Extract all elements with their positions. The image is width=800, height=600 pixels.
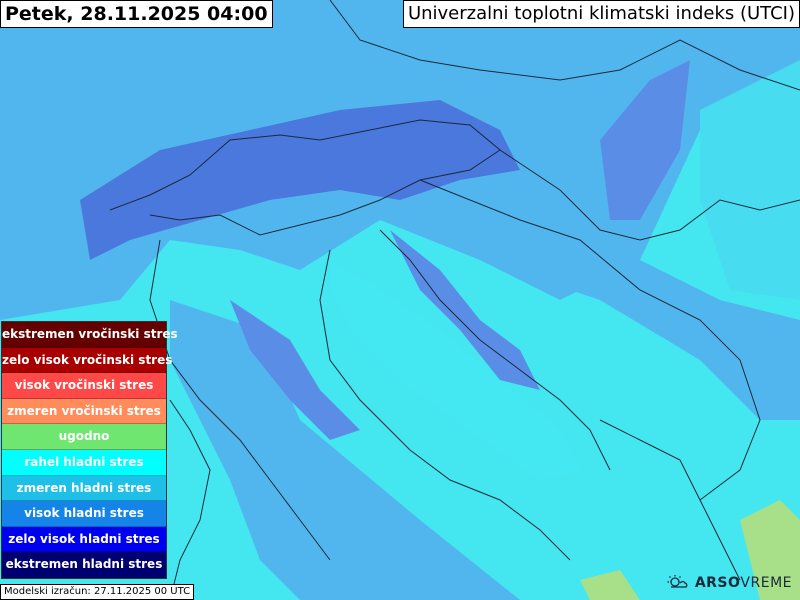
zone-adriatic <box>330 260 580 480</box>
zone-zmeren-italy <box>170 300 520 600</box>
legend-item: zmeren hladni stres <box>2 475 166 502</box>
legend: ekstremen vročinski stres zelo visok vro… <box>1 321 178 579</box>
legend-item: zelo visok vročinski stres <box>2 347 172 374</box>
logo-light: VREME <box>740 575 792 591</box>
model-run-label: Modelski izračun: 27.11.2025 00 UTC <box>0 584 195 600</box>
legend-item: visok hladni stres <box>2 501 166 527</box>
borders <box>109 0 800 600</box>
zone-visok-hungary <box>600 60 690 220</box>
forecast-date: Petek, 28.11.2025 04:00 <box>0 0 273 28</box>
index-title: Univerzalni toplotni klimatski indeks (U… <box>402 0 800 28</box>
zone-visok-dinaric <box>390 230 540 390</box>
zone-visok-apennines <box>230 300 360 440</box>
legend-item: ekstremen hladni stres <box>2 552 166 578</box>
legend-item: zmeren vročinski stres <box>2 398 166 425</box>
legend-item: zelo visok hladni stres <box>2 526 166 553</box>
legend-item: rahel hladni stres <box>2 449 166 476</box>
legend-item: visok vročinski stres <box>2 373 166 399</box>
sun-cloud-icon <box>667 575 688 588</box>
green-patches <box>580 500 800 600</box>
zone-rahel-east <box>700 60 800 300</box>
legend-item: ekstremen vročinski stres <box>2 322 178 348</box>
legend-item: ugodno <box>2 424 166 450</box>
zone-visok-alps <box>80 100 520 260</box>
zone-zmeren-balkan <box>480 260 800 420</box>
logo-bold: ARSO <box>694 575 741 591</box>
arso-logo: ARSOVREME <box>666 574 792 591</box>
